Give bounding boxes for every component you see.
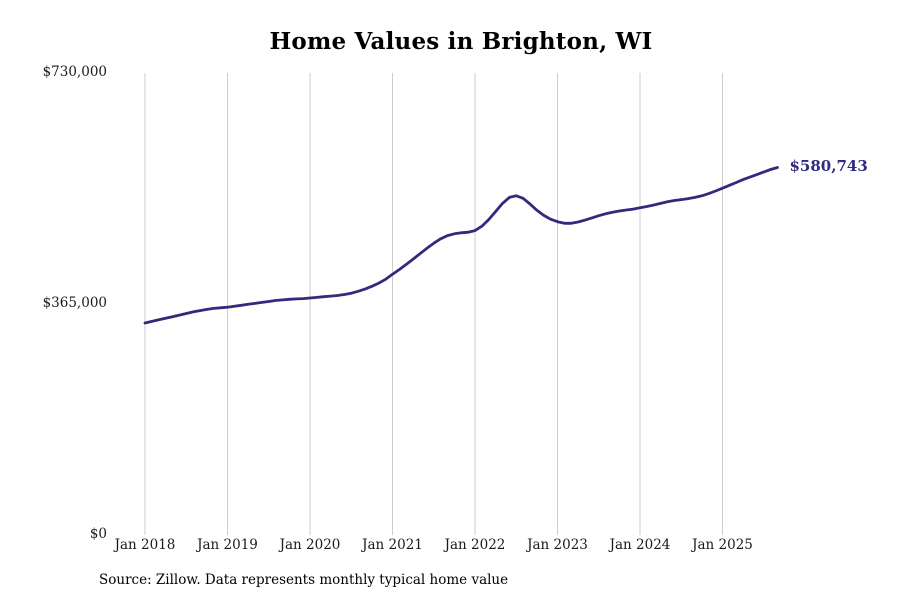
y-tick-label: $0 xyxy=(89,526,107,542)
x-tick-label: Jan 2018 xyxy=(114,537,176,553)
chart-title: Home Values in Brighton, WI xyxy=(269,28,653,55)
x-tick-label: Jan 2022 xyxy=(444,537,506,553)
x-tick-label: Jan 2023 xyxy=(527,537,588,553)
x-axis: Jan 2018 Jan 2019 Jan 2020 Jan 2021 Jan 2022… xyxy=(0,537,900,559)
x-tick-label: Jan 2025 xyxy=(692,537,753,553)
x-tick-label: Jan 2021 xyxy=(362,537,423,553)
home-value-line xyxy=(143,166,779,325)
y-tick-label: $365,000 xyxy=(42,295,107,311)
x-tick-label: Jan 2020 xyxy=(279,537,341,553)
source-note: Source: Zillow. Data represents monthly … xyxy=(99,572,509,588)
x-tick-label: Jan 2019 xyxy=(197,537,258,553)
y-tick-label: $730,000 xyxy=(42,64,107,80)
y-axis: $0 $365,000 $730,000 xyxy=(0,0,107,600)
x-tick-label: Jan 2024 xyxy=(609,537,671,553)
latest-value-label: $580,743 xyxy=(789,157,868,176)
